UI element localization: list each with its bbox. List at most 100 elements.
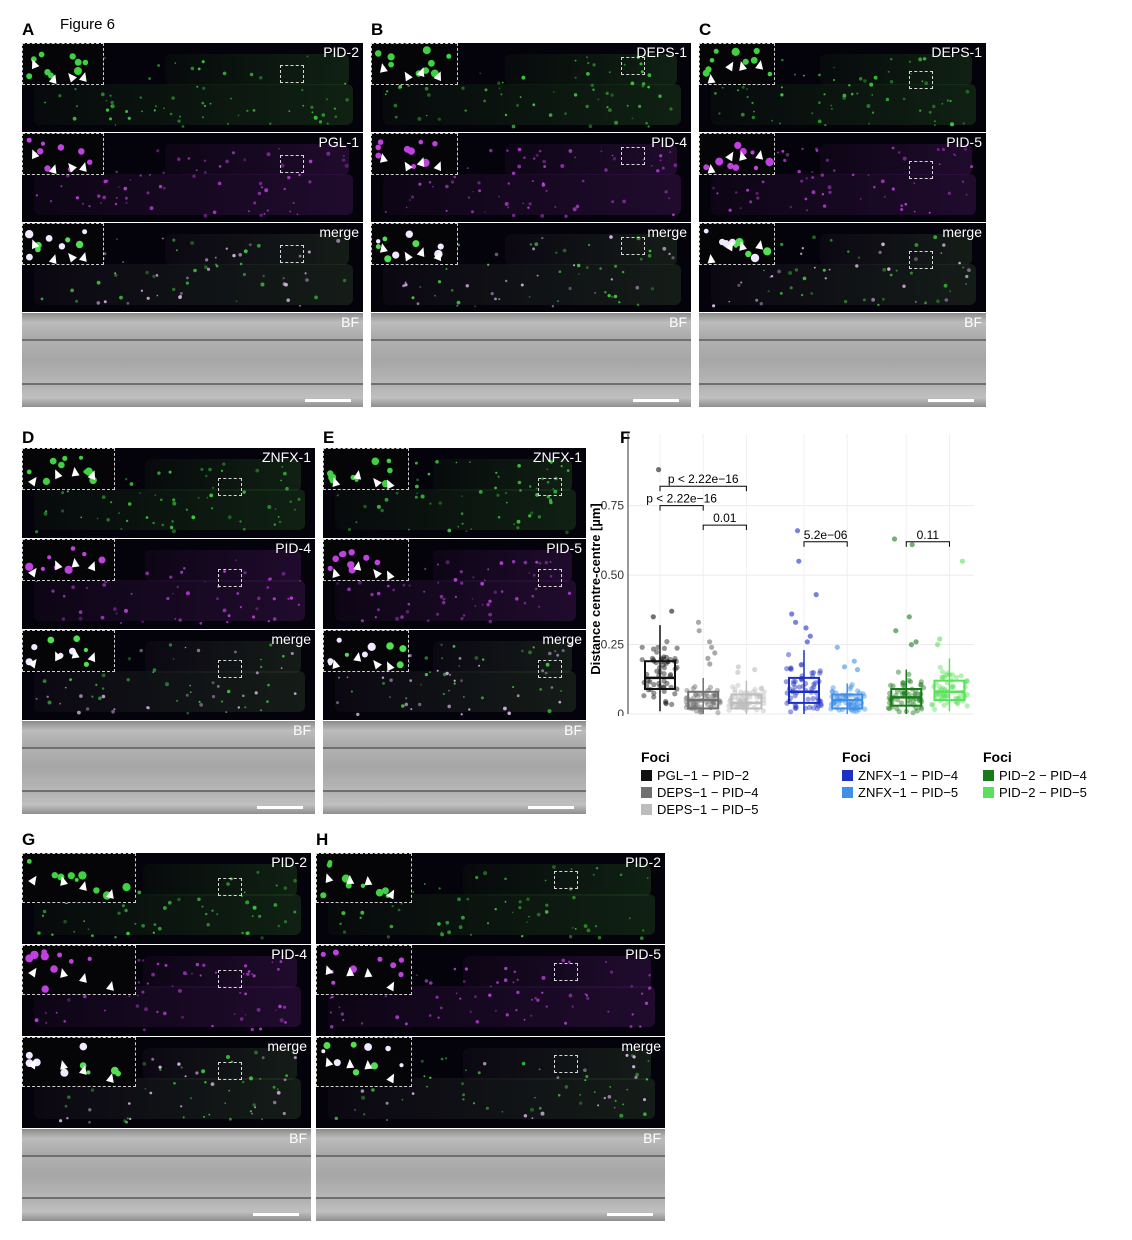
data-point	[862, 706, 868, 712]
channel-label: PID-4	[271, 946, 307, 962]
data-point	[811, 670, 817, 676]
outlier-point	[851, 658, 857, 664]
data-point	[786, 652, 792, 658]
data-point	[830, 685, 836, 691]
legend-swatch	[983, 770, 994, 781]
y-axis-label: Distance centre-centre [µm]	[588, 503, 603, 675]
data-point	[949, 684, 956, 690]
brightfield-image: BF	[323, 721, 586, 814]
data-point	[829, 688, 835, 694]
zoom-region-box	[554, 871, 578, 889]
panel-b: DEPS-1 PID-4 merge BF	[371, 43, 691, 407]
data-point	[661, 665, 667, 671]
data-point	[942, 674, 948, 680]
data-point	[847, 702, 853, 708]
arrowhead-icon	[353, 651, 363, 662]
data-point	[914, 708, 920, 714]
data-point	[817, 670, 823, 676]
data-point	[913, 705, 919, 711]
micrograph-channel-2: PGL-1	[22, 133, 363, 223]
channel-label: merge	[267, 1038, 307, 1054]
brightfield-image: BF	[22, 313, 363, 407]
foci-dots	[329, 958, 652, 1029]
data-point	[760, 708, 766, 714]
outlier-point	[937, 636, 943, 642]
data-point	[645, 678, 651, 684]
data-point	[853, 701, 859, 707]
data-point	[747, 694, 753, 700]
zoom-region-box	[280, 155, 304, 173]
arrowhead-icon	[70, 466, 80, 477]
data-point	[649, 655, 655, 661]
outlier-point	[909, 542, 915, 548]
data-point	[651, 690, 657, 696]
data-point	[940, 675, 946, 681]
channel-label: ZNFX-1	[533, 449, 582, 465]
worm-body	[433, 459, 572, 491]
worm-outline	[371, 339, 691, 385]
data-point	[739, 695, 745, 701]
data-point	[712, 692, 718, 698]
data-point	[890, 683, 896, 689]
data-point	[811, 681, 817, 687]
legend-item: ZNFX−1 − PID−5	[842, 784, 958, 801]
micrograph-merge: merge	[699, 223, 986, 313]
data-point	[850, 700, 857, 707]
data-point	[950, 683, 956, 689]
outlier-point	[834, 644, 840, 650]
data-point	[930, 702, 936, 708]
zoom-region-box	[218, 478, 242, 496]
data-point	[906, 677, 912, 684]
brightfield-image: BF	[22, 1129, 311, 1221]
legend-swatch	[842, 770, 853, 781]
data-point	[941, 693, 948, 699]
data-point	[692, 684, 698, 690]
micrograph-channel-1: ZNFX-1	[323, 448, 586, 539]
data-point	[660, 656, 666, 662]
channel-label: DEPS-1	[931, 44, 982, 60]
foci-dots	[336, 555, 572, 624]
legend-swatch	[842, 787, 853, 798]
data-point	[957, 693, 963, 699]
data-point	[759, 686, 765, 692]
data-point	[663, 698, 669, 705]
zoom-inset	[316, 945, 412, 995]
data-point	[712, 703, 718, 709]
data-point	[848, 684, 854, 690]
box	[933, 679, 966, 702]
data-point	[732, 689, 738, 695]
zoom-region-box	[280, 245, 304, 263]
data-point	[830, 689, 836, 695]
p-value-label: 0.01	[713, 511, 737, 525]
data-point	[885, 705, 891, 711]
foci-dots	[384, 55, 673, 129]
outlier-point	[854, 667, 861, 673]
outlier-point	[735, 664, 741, 670]
data-point	[754, 694, 760, 700]
worm-outline	[22, 747, 315, 792]
data-point	[921, 685, 927, 691]
channel-label: PID-4	[275, 540, 311, 556]
micrograph-channel-2: PID-5	[316, 945, 665, 1037]
worm-body	[335, 580, 576, 621]
arrowhead-icon	[378, 152, 388, 163]
channel-label: PID-4	[651, 134, 687, 150]
data-point	[910, 698, 916, 704]
p-value-label: p < 2.22e−16	[646, 492, 717, 506]
foci-dots	[712, 56, 970, 127]
data-point	[940, 669, 946, 675]
data-point	[906, 692, 912, 698]
outlier-point	[656, 467, 662, 473]
data-point	[836, 701, 842, 707]
panel-e: ZNFX-1 PID-5 merge BF	[323, 448, 586, 814]
data-point	[735, 695, 741, 701]
data-point	[900, 682, 906, 688]
data-point	[811, 684, 817, 690]
legend-item: ZNFX−1 − PID−4	[842, 767, 958, 784]
data-point	[693, 691, 699, 698]
data-point	[848, 701, 854, 707]
worm-body	[165, 144, 349, 175]
data-point	[669, 701, 675, 707]
foci-dots	[336, 642, 573, 717]
